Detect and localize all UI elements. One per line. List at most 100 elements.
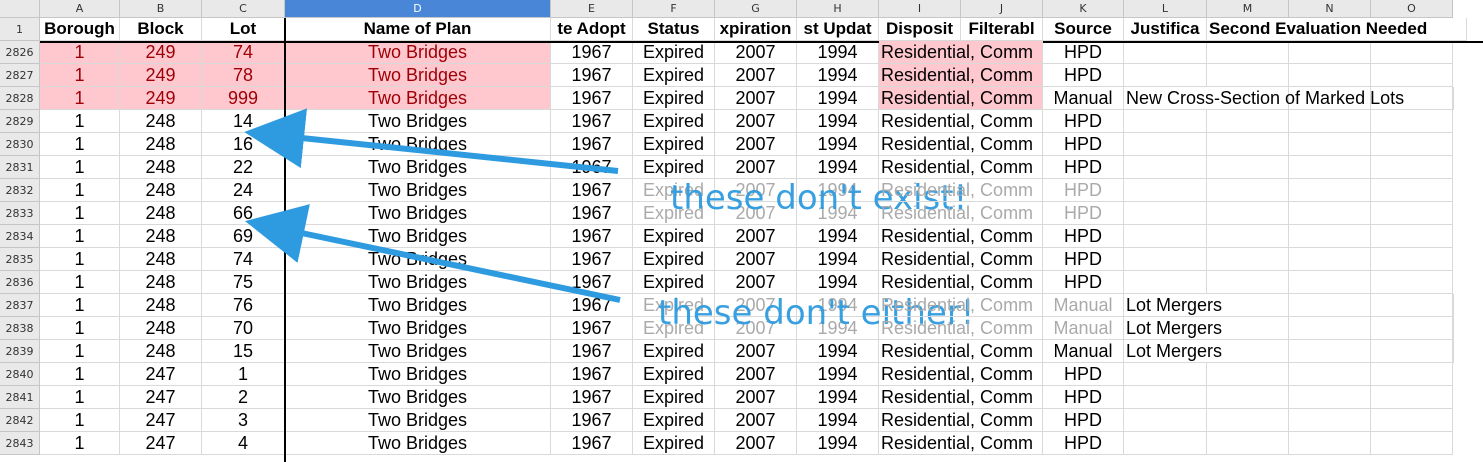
cell-a-2842[interactable]: 1 — [40, 409, 120, 432]
cell-a-2833[interactable]: 1 — [40, 202, 120, 225]
cell-d-2842[interactable]: Two Bridges — [285, 409, 551, 432]
cell-g-2835[interactable]: 2007 — [715, 248, 797, 271]
cell-f-2834[interactable]: Expired — [633, 225, 715, 248]
cell-h-2834[interactable]: 1994 — [797, 225, 879, 248]
cell-a-2829[interactable]: 1 — [40, 110, 120, 133]
cell-d-2826[interactable]: Two Bridges — [285, 41, 551, 64]
cell-g-2829[interactable]: 2007 — [715, 110, 797, 133]
cell-i-2843[interactable]: Residential, Comm — [879, 432, 1043, 455]
header-cell-i[interactable]: Disposit — [879, 18, 961, 41]
cell-f-2839[interactable]: Expired — [633, 340, 715, 363]
cell-g-2837[interactable]: 2007 — [715, 294, 797, 317]
cell-b-2842[interactable]: 247 — [120, 409, 202, 432]
cell-l-2838[interactable]: Lot Mergers — [1124, 317, 1454, 340]
cell-c-2826[interactable]: 74 — [202, 41, 285, 64]
cell-m-2831[interactable] — [1207, 156, 1289, 179]
cell-l-2833[interactable] — [1124, 202, 1207, 225]
cell-g-2843[interactable]: 2007 — [715, 432, 797, 455]
cell-a-2843[interactable]: 1 — [40, 432, 120, 455]
cell-k-2834[interactable]: HPD — [1043, 225, 1124, 248]
cell-i-2830[interactable]: Residential, Comm — [879, 133, 1043, 156]
cell-e-2828[interactable]: 1967 — [551, 87, 633, 110]
cell-m-2826[interactable] — [1207, 41, 1289, 64]
row-header-2829[interactable]: 2829 — [0, 110, 40, 133]
cell-i-2833[interactable]: Residential, Comm — [879, 202, 1043, 225]
header-cell-j[interactable]: Filterabl — [961, 18, 1043, 41]
cell-b-2831[interactable]: 248 — [120, 156, 202, 179]
cell-a-2838[interactable]: 1 — [40, 317, 120, 340]
cell-l-2835[interactable] — [1124, 248, 1207, 271]
cell-a-2840[interactable]: 1 — [40, 363, 120, 386]
column-header-o[interactable]: O — [1371, 0, 1453, 18]
header-cell-h[interactable]: st Updat — [797, 18, 879, 41]
row-header-2837[interactable]: 2837 — [0, 294, 40, 317]
cell-g-2840[interactable]: 2007 — [715, 363, 797, 386]
cell-l-2841[interactable] — [1124, 386, 1207, 409]
cell-b-2838[interactable]: 248 — [120, 317, 202, 340]
cell-k-2828[interactable]: Manual — [1043, 87, 1124, 110]
cell-k-2837[interactable]: Manual — [1043, 294, 1124, 317]
row-header-2840[interactable]: 2840 — [0, 363, 40, 386]
cell-l-2828[interactable]: New Cross-Section of Marked Lots — [1124, 87, 1454, 110]
header-cell-g[interactable]: xpiration — [715, 18, 797, 41]
cell-a-2832[interactable]: 1 — [40, 179, 120, 202]
cell-g-2842[interactable]: 2007 — [715, 409, 797, 432]
row-header-2839[interactable]: 2839 — [0, 340, 40, 363]
row-header-2832[interactable]: 2832 — [0, 179, 40, 202]
cell-g-2834[interactable]: 2007 — [715, 225, 797, 248]
row-header-2838[interactable]: 2838 — [0, 317, 40, 340]
cell-m-2833[interactable] — [1207, 202, 1289, 225]
column-header-n[interactable]: N — [1289, 0, 1371, 18]
cell-h-2833[interactable]: 1994 — [797, 202, 879, 225]
cell-h-2827[interactable]: 1994 — [797, 64, 879, 87]
cell-a-2837[interactable]: 1 — [40, 294, 120, 317]
cell-f-2835[interactable]: Expired — [633, 248, 715, 271]
cell-i-2829[interactable]: Residential, Comm — [879, 110, 1043, 133]
row-header-2828[interactable]: 2828 — [0, 87, 40, 110]
cell-o-2830[interactable] — [1371, 133, 1453, 156]
cell-o-2833[interactable] — [1371, 202, 1453, 225]
cell-d-2829[interactable]: Two Bridges — [285, 110, 551, 133]
cell-l-2834[interactable] — [1124, 225, 1207, 248]
cell-b-2835[interactable]: 248 — [120, 248, 202, 271]
cell-e-2834[interactable]: 1967 — [551, 225, 633, 248]
cell-f-2829[interactable]: Expired — [633, 110, 715, 133]
cell-i-2837[interactable]: Residential, Comm — [879, 294, 1043, 317]
cell-o-2843[interactable] — [1371, 432, 1453, 455]
column-header-e[interactable]: E — [551, 0, 633, 18]
cell-i-2842[interactable]: Residential, Comm — [879, 409, 1043, 432]
cell-e-2835[interactable]: 1967 — [551, 248, 633, 271]
cell-h-2830[interactable]: 1994 — [797, 133, 879, 156]
cell-e-2842[interactable]: 1967 — [551, 409, 633, 432]
cell-e-2833[interactable]: 1967 — [551, 202, 633, 225]
cell-i-2827[interactable]: Residential, Comm — [879, 64, 1043, 87]
cell-m-2836[interactable] — [1207, 271, 1289, 294]
row-header-2826[interactable]: 2826 — [0, 41, 40, 64]
column-header-k[interactable]: K — [1043, 0, 1124, 18]
row-header-2830[interactable]: 2830 — [0, 133, 40, 156]
cell-h-2837[interactable]: 1994 — [797, 294, 879, 317]
cell-l-2836[interactable] — [1124, 271, 1207, 294]
cell-m-2830[interactable] — [1207, 133, 1289, 156]
cell-a-2827[interactable]: 1 — [40, 64, 120, 87]
cell-a-2828[interactable]: 1 — [40, 87, 120, 110]
cell-i-2835[interactable]: Residential, Comm — [879, 248, 1043, 271]
cell-d-2832[interactable]: Two Bridges — [285, 179, 551, 202]
cell-h-2839[interactable]: 1994 — [797, 340, 879, 363]
cell-h-2835[interactable]: 1994 — [797, 248, 879, 271]
header-cell-d[interactable]: Name of Plan — [285, 18, 551, 41]
cell-f-2833[interactable]: Expired — [633, 202, 715, 225]
cell-k-2839[interactable]: Manual — [1043, 340, 1124, 363]
cell-b-2832[interactable]: 248 — [120, 179, 202, 202]
row-header-2834[interactable]: 2834 — [0, 225, 40, 248]
cell-n-2840[interactable] — [1289, 363, 1371, 386]
column-header-l[interactable]: L — [1124, 0, 1207, 18]
cell-i-2834[interactable]: Residential, Comm — [879, 225, 1043, 248]
cell-b-2836[interactable]: 248 — [120, 271, 202, 294]
column-header-a[interactable]: A — [40, 0, 120, 18]
cell-o-2842[interactable] — [1371, 409, 1453, 432]
column-header-j[interactable]: J — [961, 0, 1043, 18]
cell-g-2828[interactable]: 2007 — [715, 87, 797, 110]
cell-k-2831[interactable]: HPD — [1043, 156, 1124, 179]
cell-d-2831[interactable]: Two Bridges — [285, 156, 551, 179]
